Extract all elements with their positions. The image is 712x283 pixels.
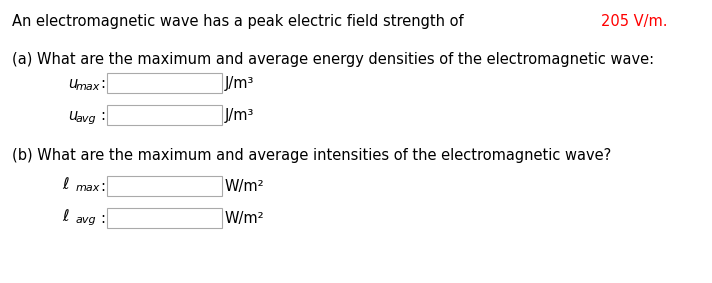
Text: :: : bbox=[100, 179, 105, 194]
Text: J/m³: J/m³ bbox=[225, 76, 254, 91]
FancyBboxPatch shape bbox=[107, 208, 222, 228]
Text: :: : bbox=[100, 76, 105, 91]
FancyBboxPatch shape bbox=[107, 73, 222, 93]
Text: avg: avg bbox=[76, 114, 97, 124]
Text: (a) What are the maximum and average energy densities of the electromagnetic wav: (a) What are the maximum and average ene… bbox=[12, 52, 654, 67]
Text: ℓ: ℓ bbox=[62, 177, 68, 192]
FancyBboxPatch shape bbox=[107, 176, 222, 196]
Text: ℓ: ℓ bbox=[62, 209, 68, 224]
Text: u: u bbox=[68, 108, 77, 123]
Text: u: u bbox=[68, 76, 77, 91]
Text: 205 V/m.: 205 V/m. bbox=[601, 14, 667, 29]
Text: :: : bbox=[100, 108, 105, 123]
Text: W/m²: W/m² bbox=[225, 211, 265, 226]
Text: W/m²: W/m² bbox=[225, 179, 265, 194]
Text: max: max bbox=[76, 183, 100, 193]
Text: max: max bbox=[76, 82, 100, 92]
Text: :: : bbox=[100, 211, 105, 226]
Text: An electromagnetic wave has a peak electric field strength of: An electromagnetic wave has a peak elect… bbox=[12, 14, 468, 29]
Text: J/m³: J/m³ bbox=[225, 108, 254, 123]
FancyBboxPatch shape bbox=[107, 105, 222, 125]
Text: avg: avg bbox=[76, 215, 97, 225]
Text: (b) What are the maximum and average intensities of the electromagnetic wave?: (b) What are the maximum and average int… bbox=[12, 148, 611, 163]
